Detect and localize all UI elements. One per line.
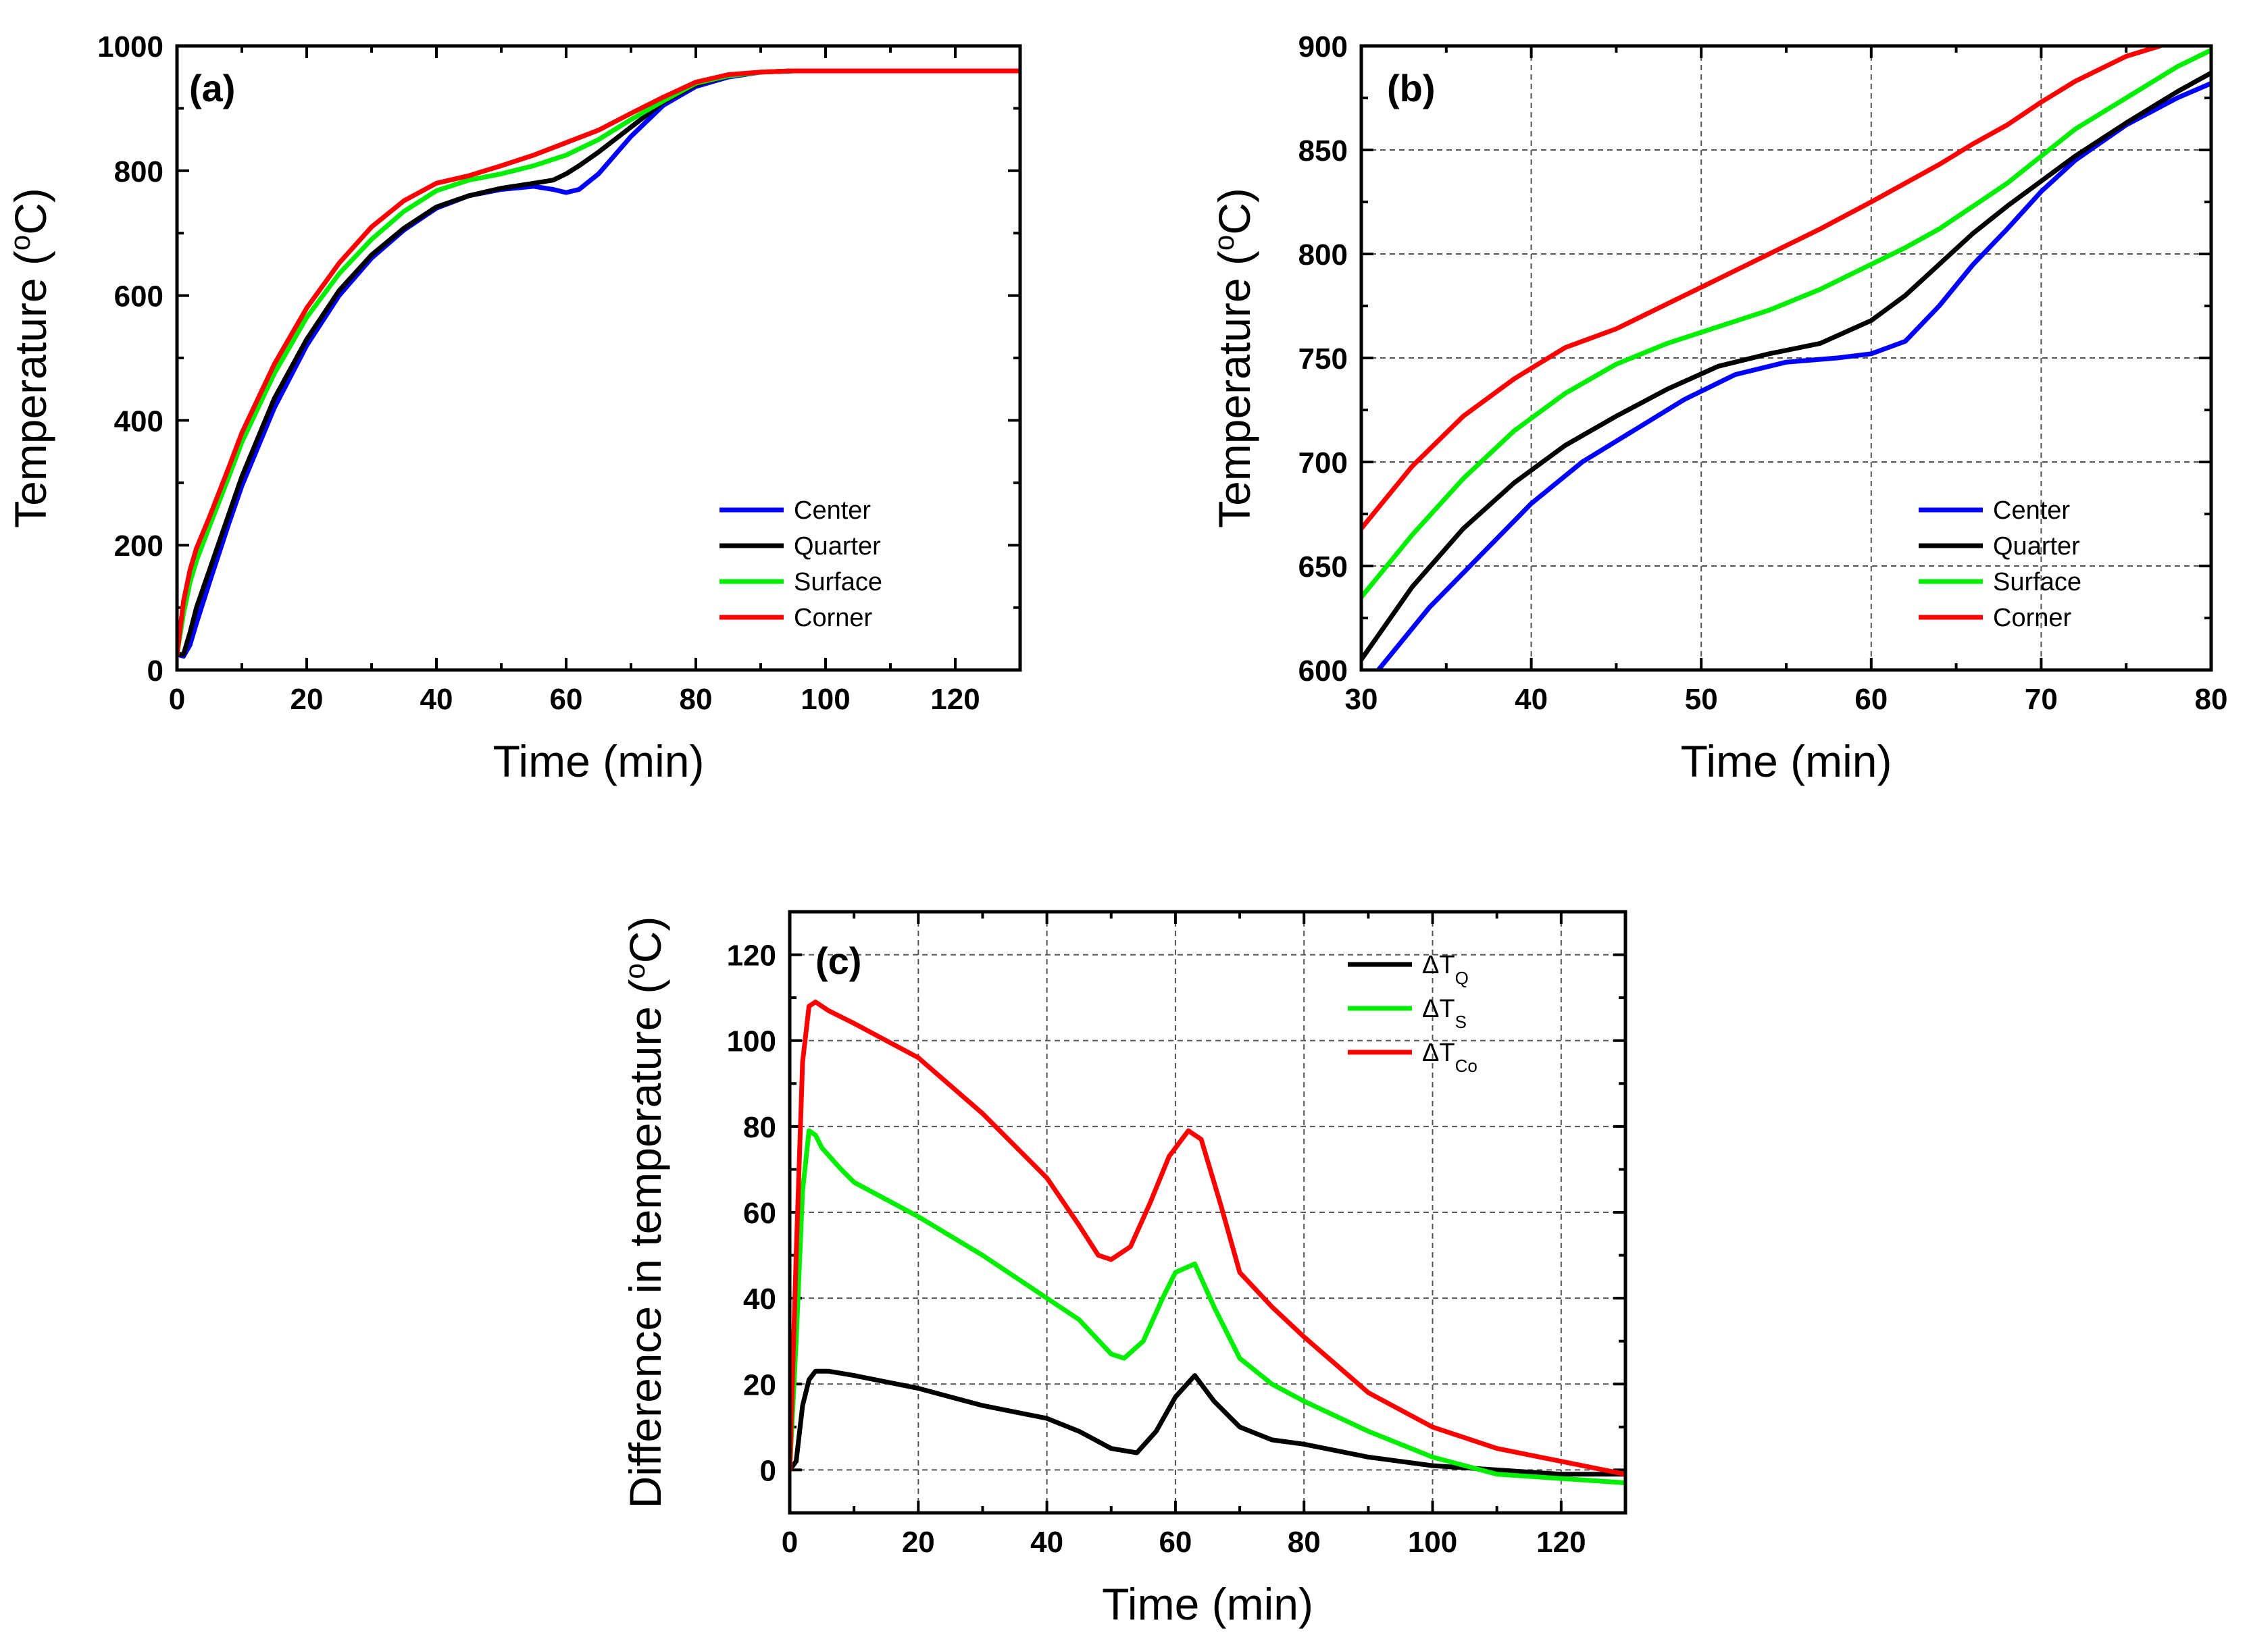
- chart-b: 30 40 50 60 70 80 600 650 700 750 800 850 900 (b) Time…: [1208, 30, 2227, 786]
- legend-label-main: ΔT: [1422, 1039, 1455, 1067]
- y-tick-label: 0: [147, 654, 163, 688]
- y-tick-label: 650: [1298, 550, 1348, 584]
- series-line-q: [790, 1368, 1625, 1477]
- y-tick-label: 600: [114, 280, 163, 313]
- series-line-quarter: [1361, 70, 2211, 663]
- x-tick-label: 120: [1536, 1526, 1586, 1559]
- legend-label: ΔTQ: [1422, 951, 1469, 988]
- x-tick-label: 40: [420, 683, 453, 716]
- y-axis-label: Temperature (oC): [1208, 188, 1259, 528]
- y-tick-label: 80: [743, 1111, 776, 1144]
- y-axis-label-tail: C): [620, 917, 670, 964]
- x-tick-label: 20: [290, 683, 324, 716]
- x-tick-label: 50: [1685, 683, 1718, 716]
- y-axis-label-main: Difference in temperature (: [620, 979, 670, 1509]
- panel-label: (b): [1387, 67, 1436, 109]
- y-axis-label-sup: o: [619, 963, 651, 979]
- y-tick-label: 120: [727, 939, 776, 973]
- legend-label: Center: [794, 496, 871, 525]
- legend-label: Surface: [1993, 568, 2081, 596]
- y-tick-label: 200: [114, 530, 163, 563]
- series-line-co: [790, 1000, 1625, 1477]
- y-axis-label-sup: o: [1208, 235, 1240, 251]
- y-tick-label: 900: [1298, 30, 1348, 63]
- y-axis-label-sup: o: [4, 235, 36, 251]
- panel-label: (c): [815, 939, 861, 982]
- x-tick-label: 60: [1159, 1526, 1192, 1559]
- y-tick-label: 750: [1298, 342, 1348, 376]
- y-tick-label: 400: [114, 405, 163, 438]
- legend-label-sub: Q: [1455, 968, 1469, 988]
- series-line-center: [177, 68, 1020, 659]
- chart-a: 0 20 40 60 80 100 120 0 200 400 600 800 1000 (a) Time …: [4, 30, 1022, 786]
- x-axis-label: Time (min): [1681, 736, 1892, 786]
- panel-label: (a): [189, 67, 235, 109]
- y-tick-label: 800: [1298, 238, 1348, 272]
- series-line-surface: [177, 68, 1020, 657]
- series-line-quarter: [177, 68, 1020, 657]
- legend-label: Quarter: [1993, 532, 2080, 561]
- plot-frame: [1359, 44, 2213, 672]
- x-axis-label: Time (min): [1102, 1579, 1313, 1629]
- x-axis-label: Time (min): [493, 736, 705, 786]
- legend-label: Corner: [794, 604, 872, 632]
- y-axis-label-main: Temperature (: [1209, 251, 1259, 528]
- series-line-center: [1375, 80, 2211, 670]
- legend-label: Corner: [1993, 604, 2071, 632]
- y-axis-label-tail: C): [5, 188, 55, 235]
- series-line-corner: [1361, 46, 2163, 532]
- chart-c: 0 20 40 60 80 100 120 0 20 40 60 80 100 120 (c) Time (m…: [619, 910, 1627, 1629]
- y-tick-label: 700: [1298, 446, 1348, 480]
- plot-frame: [788, 910, 1627, 1515]
- legend-label-main: ΔT: [1422, 995, 1455, 1023]
- legend-label: Surface: [794, 568, 882, 596]
- legend: Center Quarter Surface Corner: [719, 496, 882, 632]
- series-line-s: [790, 1128, 1625, 1485]
- series-group: [177, 68, 1020, 659]
- y-tick-label: 1000: [97, 30, 163, 63]
- y-axis-label-tail: C): [1209, 188, 1259, 235]
- series-group: [790, 1000, 1625, 1485]
- y-tick-label: 800: [114, 155, 163, 188]
- x-tick-label: 60: [550, 683, 583, 716]
- x-tick-label: 100: [1408, 1526, 1457, 1559]
- y-tick-label: 0: [760, 1454, 776, 1487]
- y-axis-label-main: Temperature (: [5, 251, 55, 528]
- x-tick-label: 80: [680, 683, 713, 716]
- legend-label: Center: [1993, 496, 2070, 525]
- plot-frame: [175, 44, 1022, 672]
- x-tick-label: 20: [902, 1526, 935, 1559]
- x-tick-label: 80: [2195, 683, 2228, 716]
- y-tick-label: 40: [743, 1283, 776, 1316]
- y-tick-label: 600: [1298, 654, 1348, 688]
- legend-label: ΔTS: [1422, 995, 1467, 1032]
- x-tick-label: 120: [930, 683, 980, 716]
- legend-label: ΔTCo: [1422, 1039, 1477, 1076]
- series-line-surface: [1361, 47, 2211, 600]
- legend-label: Quarter: [794, 532, 881, 561]
- legend-label-sub: S: [1455, 1012, 1467, 1032]
- x-tick-label: 80: [1288, 1526, 1321, 1559]
- x-tick-label: 40: [1515, 683, 1548, 716]
- y-tick-label: 20: [743, 1368, 776, 1401]
- series-line-corner: [177, 68, 1020, 657]
- x-tick-label: 0: [169, 683, 185, 716]
- y-tick-label: 850: [1298, 134, 1348, 167]
- series-group: [1361, 46, 2211, 670]
- legend-label-main: ΔT: [1422, 951, 1455, 979]
- legend: Center Quarter Surface Corner: [1919, 496, 2081, 632]
- y-axis-label: Temperature (oC): [4, 188, 55, 528]
- legend-label-sub: Co: [1455, 1056, 1477, 1076]
- x-tick-label: 70: [2025, 683, 2058, 716]
- y-axis-label: Difference in temperature (oC): [619, 917, 670, 1509]
- y-tick-label: 60: [743, 1197, 776, 1230]
- x-tick-label: 100: [801, 683, 850, 716]
- x-tick-label: 60: [1854, 683, 1888, 716]
- y-tick-label: 100: [727, 1025, 776, 1058]
- x-tick-label: 30: [1345, 683, 1378, 716]
- x-tick-label: 0: [782, 1526, 798, 1559]
- x-tick-label: 40: [1030, 1526, 1063, 1559]
